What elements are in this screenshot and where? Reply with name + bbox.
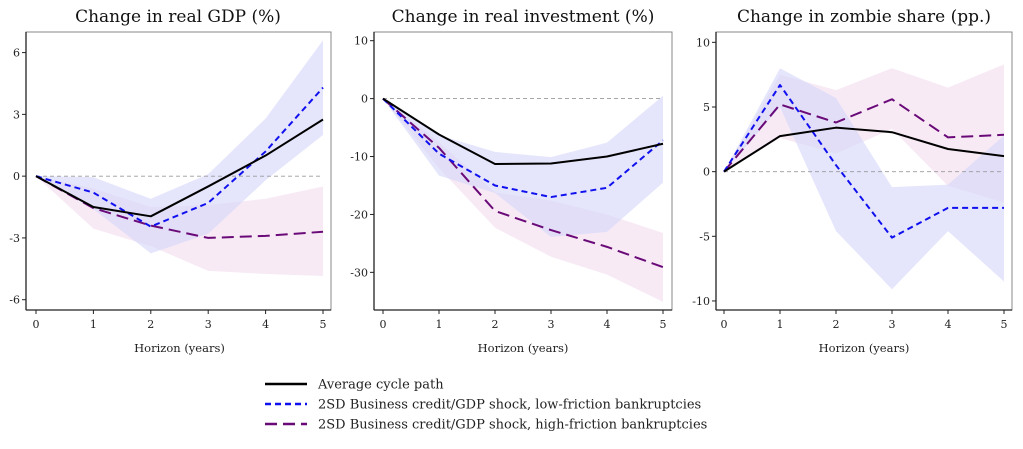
y-tick-label: -3 [9,232,20,245]
legend-item-high: 2SD Business credit/GDP shock, high-fric… [265,418,707,433]
x-axis-label: Horizon (years) [134,341,225,355]
y-tick-label: 10 [354,35,368,48]
x-tick-label: 1 [436,318,443,331]
chart-title: Change in real GDP (%) [75,7,281,27]
x-tick-label: 2 [147,318,154,331]
chart-title: Change in zombie share (pp.) [737,7,991,27]
legend-label: 2SD Business credit/GDP shock, high-fric… [318,418,707,433]
legend: Average cycle path 2SD Business credit/GD… [265,378,707,433]
y-tick-label: 0 [13,170,20,183]
y-tick-label: -6 [9,294,20,307]
y-tick-label: -10 [692,295,710,308]
y-tick-label: -30 [350,266,368,279]
panel-1: Change in real GDP (%) 6 3 0 -3 -6 0 1 2 3 4 5 Horiz… [9,7,332,355]
x-tick-label: 4 [945,318,952,331]
x-tick-label: 0 [33,318,40,331]
y-tick-label: -5 [699,230,710,243]
x-tick-label: 0 [380,318,387,331]
panel-2: Change in real investment (%)100-10-20-3… [350,7,673,355]
x-tick-label: 5 [320,318,327,331]
x-tick-label: 5 [660,318,667,331]
series-line-high [723,98,1005,173]
x-tick-label: 2 [492,318,499,331]
series-line-low [382,97,664,199]
series-line-avg [35,118,324,218]
x-tick-label: 5 [1001,318,1008,331]
x-tick-label: 4 [262,318,269,331]
y-tick-label: -10 [350,151,368,164]
x-tick-label: 1 [90,318,97,331]
x-tick-label: 3 [205,318,212,331]
x-axis-label: Horizon (years) [478,341,569,355]
x-tick-label: 4 [604,318,611,331]
y-tick-label: 0 [703,166,710,179]
chart-title: Change in real investment (%) [392,7,655,27]
series-line-low [723,84,1004,239]
legend-label: 2SD Business credit/GDP shock, low-frict… [318,398,701,413]
x-tick-label: 3 [889,318,896,331]
series-line-avg [382,97,664,166]
y-tick-label: 5 [703,101,710,114]
legend-label: Average cycle path [317,378,444,393]
y-tick-label: 6 [13,47,20,60]
x-axis-label: Horizon (years) [819,341,910,355]
x-tick-label: 0 [721,318,728,331]
x-tick-label: 2 [833,318,840,331]
legend-item-low: 2SD Business credit/GDP shock, low-frict… [265,398,701,413]
y-tick-label: 10 [696,36,710,49]
x-tick-label: 3 [548,318,555,331]
x-tick-label: 1 [777,318,784,331]
series-line-avg [723,126,1005,173]
series-line-high [382,97,664,269]
confidence-band-low [383,95,663,238]
confidence-band-low [724,68,1004,290]
y-tick-label: 3 [13,108,20,121]
y-tick-label: 0 [361,93,368,106]
legend-item-avg: Average cycle path [265,378,444,393]
y-tick-label: -20 [350,208,368,221]
panel-3: Change in zombie share (pp.) 10 5 0 -5 -10 0 1 2… [692,7,1013,355]
